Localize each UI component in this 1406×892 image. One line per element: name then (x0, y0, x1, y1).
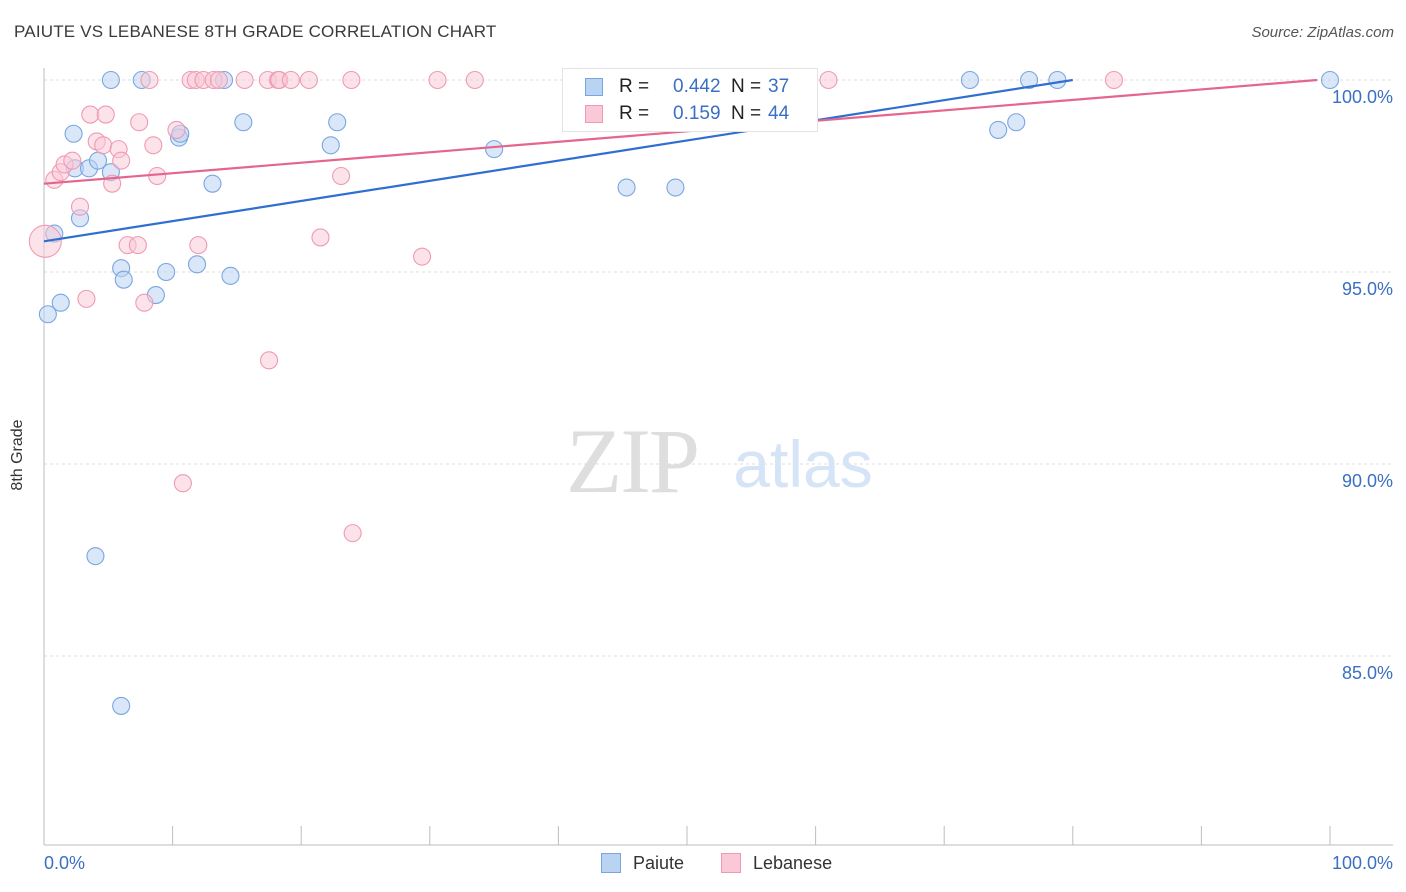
data-point (135, 293, 154, 312)
data-point (96, 105, 115, 124)
data-point (1048, 70, 1067, 90)
data-point (989, 120, 1008, 139)
legend-swatch-paiute (601, 853, 621, 873)
chart-title: PAIUTE VS LEBANESE 8TH GRADE CORRELATION… (14, 22, 497, 41)
data-point (187, 255, 207, 274)
data-point (299, 70, 318, 90)
data-point (94, 136, 113, 155)
correlation-legend: R = 0.442 N = 37 R = 0.159 N = 44 (562, 68, 818, 132)
data-point (234, 113, 253, 132)
legend-r-value: 0.442 (673, 76, 721, 97)
y-tick-label: 100.0% (1332, 87, 1393, 107)
data-point (321, 136, 340, 155)
data-point (203, 174, 222, 193)
data-point (343, 524, 362, 543)
legend-r-value: 0.159 (673, 103, 721, 124)
data-point (38, 305, 57, 324)
data-point (819, 70, 838, 90)
data-point (128, 236, 147, 255)
data-point (63, 151, 82, 170)
data-point (221, 266, 240, 285)
data-point (140, 70, 159, 90)
data-point (189, 236, 208, 255)
legend-swatch-paiute (585, 78, 603, 96)
data-point (465, 70, 484, 90)
watermark-atlas: atlas (733, 427, 872, 501)
data-point (259, 351, 279, 370)
series-paiute-points (38, 70, 1340, 715)
data-point (428, 70, 447, 90)
data-point (81, 105, 100, 124)
data-point (77, 289, 96, 308)
data-point (167, 120, 186, 139)
trend-line-paiute (43, 78, 1073, 243)
y-tick-label: 95.0% (1342, 279, 1393, 299)
data-point (209, 70, 228, 90)
data-point (617, 178, 636, 197)
data-point (960, 70, 979, 90)
data-point (51, 293, 70, 312)
watermark: ZIP atlas (566, 410, 873, 512)
data-point (311, 228, 330, 247)
legend-r-label: R = (619, 76, 650, 97)
y-tick-label: 90.0% (1342, 471, 1393, 491)
data-point (86, 547, 105, 566)
data-point (413, 247, 432, 266)
data-point (112, 151, 131, 170)
data-point (1320, 70, 1340, 90)
data-point (1007, 113, 1026, 132)
data-point (342, 70, 361, 90)
legend-swatch-lebanese (721, 853, 741, 873)
legend-r-label: R = (619, 103, 650, 124)
data-point (130, 113, 149, 132)
data-point (144, 136, 163, 155)
data-point (281, 70, 300, 90)
legend-label-paiute: Paiute (633, 853, 685, 873)
data-point (114, 270, 133, 289)
data-point (64, 124, 83, 143)
data-point (332, 166, 351, 186)
data-point (235, 70, 254, 90)
data-point (173, 474, 192, 493)
x-tick-label: 0.0% (44, 853, 85, 873)
watermark-zip: ZIP (566, 410, 698, 512)
data-point (1020, 70, 1039, 90)
source-credit: Source: ZipAtlas.com (1251, 24, 1394, 41)
legend-label-lebanese: Lebanese (753, 853, 833, 873)
data-point (666, 178, 685, 197)
data-point (1104, 70, 1124, 90)
legend-n-value: 37 (768, 76, 790, 97)
legend-n-label: N = (731, 103, 762, 124)
legend-n-value: 44 (768, 103, 790, 124)
data-point (70, 197, 90, 216)
y-tick-label: 85.0% (1342, 663, 1393, 683)
axes (43, 68, 1393, 846)
data-point (328, 113, 347, 132)
legend-swatch-lebanese (585, 105, 603, 123)
data-point (157, 262, 176, 282)
data-point (101, 70, 120, 90)
data-point (485, 140, 504, 159)
x-tick-label: 100.0% (1332, 853, 1393, 873)
data-point (112, 696, 131, 715)
legend-n-label: N = (731, 76, 762, 97)
